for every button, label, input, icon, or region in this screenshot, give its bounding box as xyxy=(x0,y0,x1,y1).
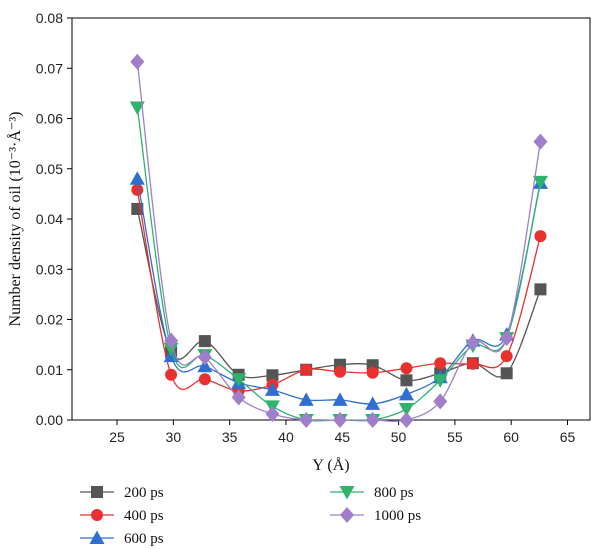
x-tick-label: 25 xyxy=(109,429,125,445)
data-point xyxy=(131,183,144,196)
y-tick-label: 0.08 xyxy=(36,10,63,26)
data-point xyxy=(434,357,447,370)
data-point xyxy=(130,53,145,70)
data-point xyxy=(465,334,480,351)
data-point xyxy=(532,175,548,190)
data-point xyxy=(398,386,414,401)
x-tick-label: 35 xyxy=(222,429,238,445)
series-layer xyxy=(129,53,548,428)
legend-item: 600 ps xyxy=(80,530,164,547)
legend-label: 1000 ps xyxy=(374,508,421,524)
legend-item: 1000 ps xyxy=(330,507,421,524)
data-point xyxy=(198,373,211,386)
x-tick-label: 45 xyxy=(334,429,350,445)
x-tick-label: 65 xyxy=(560,429,576,445)
y-tick-label: 0.02 xyxy=(36,312,63,328)
data-point xyxy=(231,389,246,406)
data-point xyxy=(266,369,279,382)
data-point xyxy=(533,133,548,150)
legend-marker xyxy=(89,530,105,544)
y-tick-label: 0.07 xyxy=(36,60,63,76)
data-point xyxy=(265,405,280,422)
x-tick-label: 50 xyxy=(391,429,407,445)
data-point xyxy=(197,358,213,373)
y-tick-label: 0.03 xyxy=(36,261,63,277)
data-point xyxy=(129,101,145,115)
series-1000-ps xyxy=(130,53,548,428)
legend-marker xyxy=(340,507,354,523)
data-point xyxy=(398,402,414,417)
data-point xyxy=(400,362,413,375)
data-point xyxy=(365,396,381,410)
x-axis-title: Y (Å) xyxy=(312,456,349,474)
plot-frame xyxy=(71,17,591,421)
data-point xyxy=(198,335,211,348)
y-tick-label: 0.06 xyxy=(36,111,63,127)
legend-label: 800 ps xyxy=(374,485,414,501)
data-point xyxy=(164,332,179,349)
series-line xyxy=(136,208,542,382)
data-point xyxy=(332,392,348,406)
data-point xyxy=(197,349,212,366)
data-point xyxy=(499,330,514,347)
data-point xyxy=(264,382,280,396)
data-point xyxy=(298,392,314,406)
data-point xyxy=(365,412,380,428)
data-point xyxy=(129,171,145,185)
data-point xyxy=(165,368,178,381)
data-point xyxy=(400,374,413,387)
x-tick-label: 60 xyxy=(503,429,519,445)
data-point xyxy=(163,342,179,357)
data-point xyxy=(334,365,347,378)
y-tick-label: 0.04 xyxy=(36,211,63,227)
legend-item: 400 ps xyxy=(80,508,164,524)
series-800-ps xyxy=(129,101,548,428)
legend: 200 ps 400 ps 600 ps 800 ps 1000 ps xyxy=(80,485,421,547)
data-point xyxy=(466,357,479,370)
data-point xyxy=(500,367,513,380)
y-axis-title: Number density of oil (10⁻³·Å⁻³) xyxy=(6,112,24,327)
legend-marker xyxy=(339,486,355,500)
legend-label: 400 ps xyxy=(124,508,164,524)
legend-item: 200 ps xyxy=(80,485,164,501)
data-point xyxy=(300,363,313,376)
data-point xyxy=(432,374,448,388)
data-point xyxy=(534,230,547,243)
y-tick-label: 0.01 xyxy=(36,362,63,378)
x-tick-label: 40 xyxy=(278,429,294,445)
data-point xyxy=(366,366,379,379)
legend-marker xyxy=(91,509,103,521)
legend-marker xyxy=(91,486,103,498)
series-200-ps xyxy=(131,202,547,387)
y-tick-label: 0.05 xyxy=(36,161,63,177)
y-tick-label: 0.00 xyxy=(36,412,63,428)
data-point xyxy=(433,393,448,410)
data-point xyxy=(534,283,547,296)
x-tick-label: 55 xyxy=(447,429,463,445)
x-tick-label: 30 xyxy=(166,429,182,445)
data-point xyxy=(299,412,314,428)
data-point xyxy=(500,350,513,363)
legend-item: 800 ps xyxy=(330,485,414,501)
data-point xyxy=(333,412,348,428)
legend-label: 600 ps xyxy=(124,531,164,547)
data-point xyxy=(399,412,414,428)
data-point xyxy=(231,373,247,387)
legend-label: 200 ps xyxy=(124,485,164,501)
axes: 25 30 35 40 45 50 55 60 65 0.00 0.01 0.02 0.03 0.04 0.… xyxy=(36,10,591,445)
